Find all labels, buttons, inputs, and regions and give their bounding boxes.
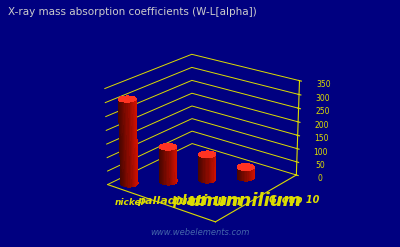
Text: www.webelements.com: www.webelements.com (150, 228, 250, 237)
Text: X-ray mass absorption coefficients (W-L[alpha]): X-ray mass absorption coefficients (W-L[… (8, 7, 257, 17)
